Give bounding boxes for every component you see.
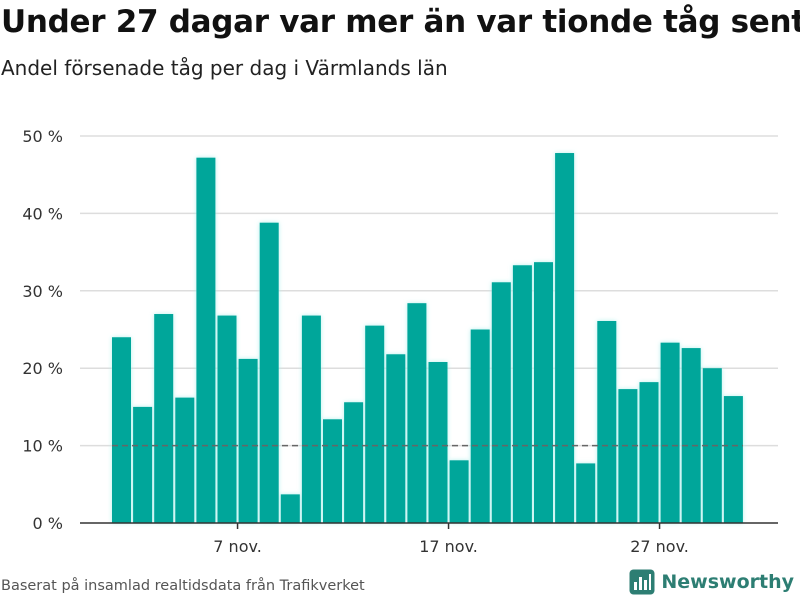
y-tick-label: 10 % [22,437,63,456]
x-tick-label: 27 nov. [630,537,689,556]
bar [365,325,385,523]
chart-title: Under 27 dagar var mer än var tionde tåg… [1,4,800,40]
x-tick-label: 7 nov. [213,537,262,556]
bar [512,265,532,523]
bar [386,354,406,523]
bar [639,382,659,523]
newsworthy-logo: Newsworthy [629,569,794,595]
y-tick-label: 50 % [22,127,63,146]
bar [470,329,490,523]
newsworthy-logo-icon [629,569,655,595]
bar [660,342,680,523]
bar [301,315,321,523]
source-note: Baserat på insamlad realtidsdata från Tr… [1,578,365,594]
bar [407,303,427,523]
bar [491,282,511,523]
bar [175,397,195,523]
bar [280,494,300,523]
y-tick-label: 40 % [22,204,63,223]
bar [723,396,743,523]
bar [323,419,342,523]
y-tick-label: 30 % [22,282,63,301]
bar [238,358,258,523]
bar [534,262,553,523]
bar [217,315,237,523]
y-tick-label: 0 % [33,514,63,533]
bar [555,153,575,523]
y-axis-ticks: 0 % 10 % 20 % 30 % 40 % 50 % [22,127,63,533]
bar [154,314,174,523]
bar [344,402,364,523]
bar [618,389,638,523]
bar [259,222,279,524]
bar [576,463,596,523]
bar [681,348,701,523]
bar-chart: 0 % 10 % 20 % 30 % 40 % 50 % 7 nov. 17 nov. 27 … [22,127,778,556]
chart-subtitle: Andel försenade tåg per dag i Värmlands … [1,56,448,80]
y-tick-label: 20 % [22,359,63,378]
bars [112,153,743,524]
x-tick-label: 17 nov. [419,537,478,556]
bar [133,406,153,523]
bar [597,320,617,523]
bar [449,460,469,523]
brand-name: Newsworthy [661,571,794,593]
bar [196,157,216,523]
x-axis-ticks: 7 nov. 17 nov. 27 nov. [213,523,689,556]
bar [112,337,131,523]
bar [428,362,448,523]
